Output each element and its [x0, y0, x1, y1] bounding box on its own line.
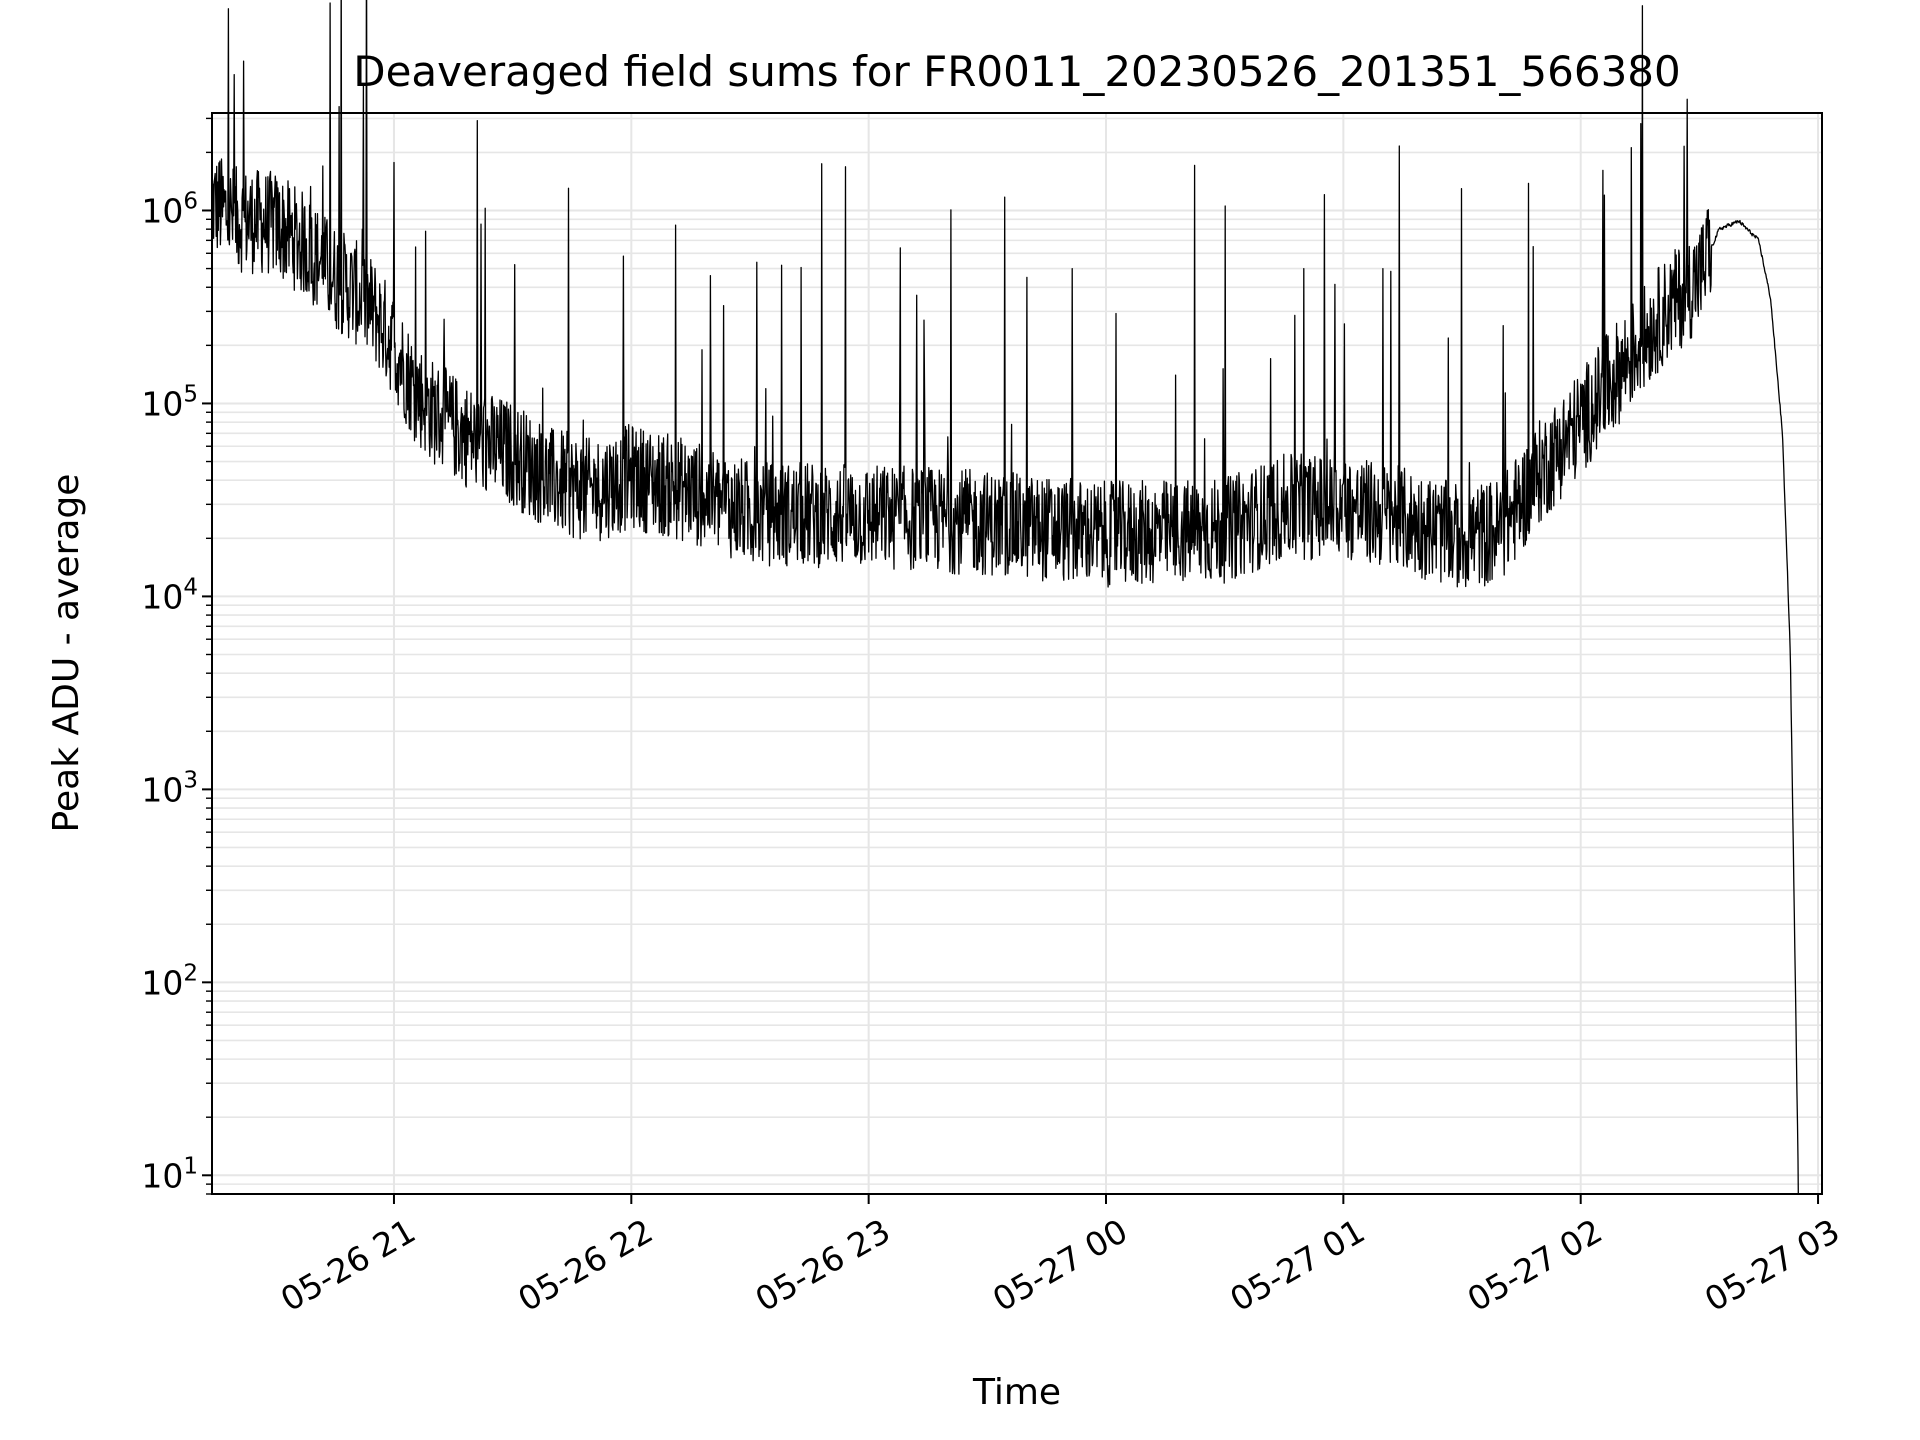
series-line	[211, 0, 1799, 1195]
y-tick-label: 103	[141, 767, 198, 809]
x-axis-label: Time	[972, 1372, 1061, 1413]
chart-title: Deaveraged field sums for FR0011_2023052…	[353, 47, 1681, 96]
y-tick-label: 101	[141, 1153, 198, 1195]
plot-frame	[211, 112, 1823, 1195]
data-series	[211, 0, 1799, 1195]
y-tick-label: 105	[141, 381, 198, 423]
y-tick-label: 106	[141, 188, 198, 230]
y-axis: 101 102 103 104 105 106	[141, 117, 212, 1195]
y-axis-label: Peak ADU - average	[46, 474, 87, 833]
y-tick-label: 102	[141, 960, 198, 1002]
y-tick-label: 104	[141, 574, 198, 616]
